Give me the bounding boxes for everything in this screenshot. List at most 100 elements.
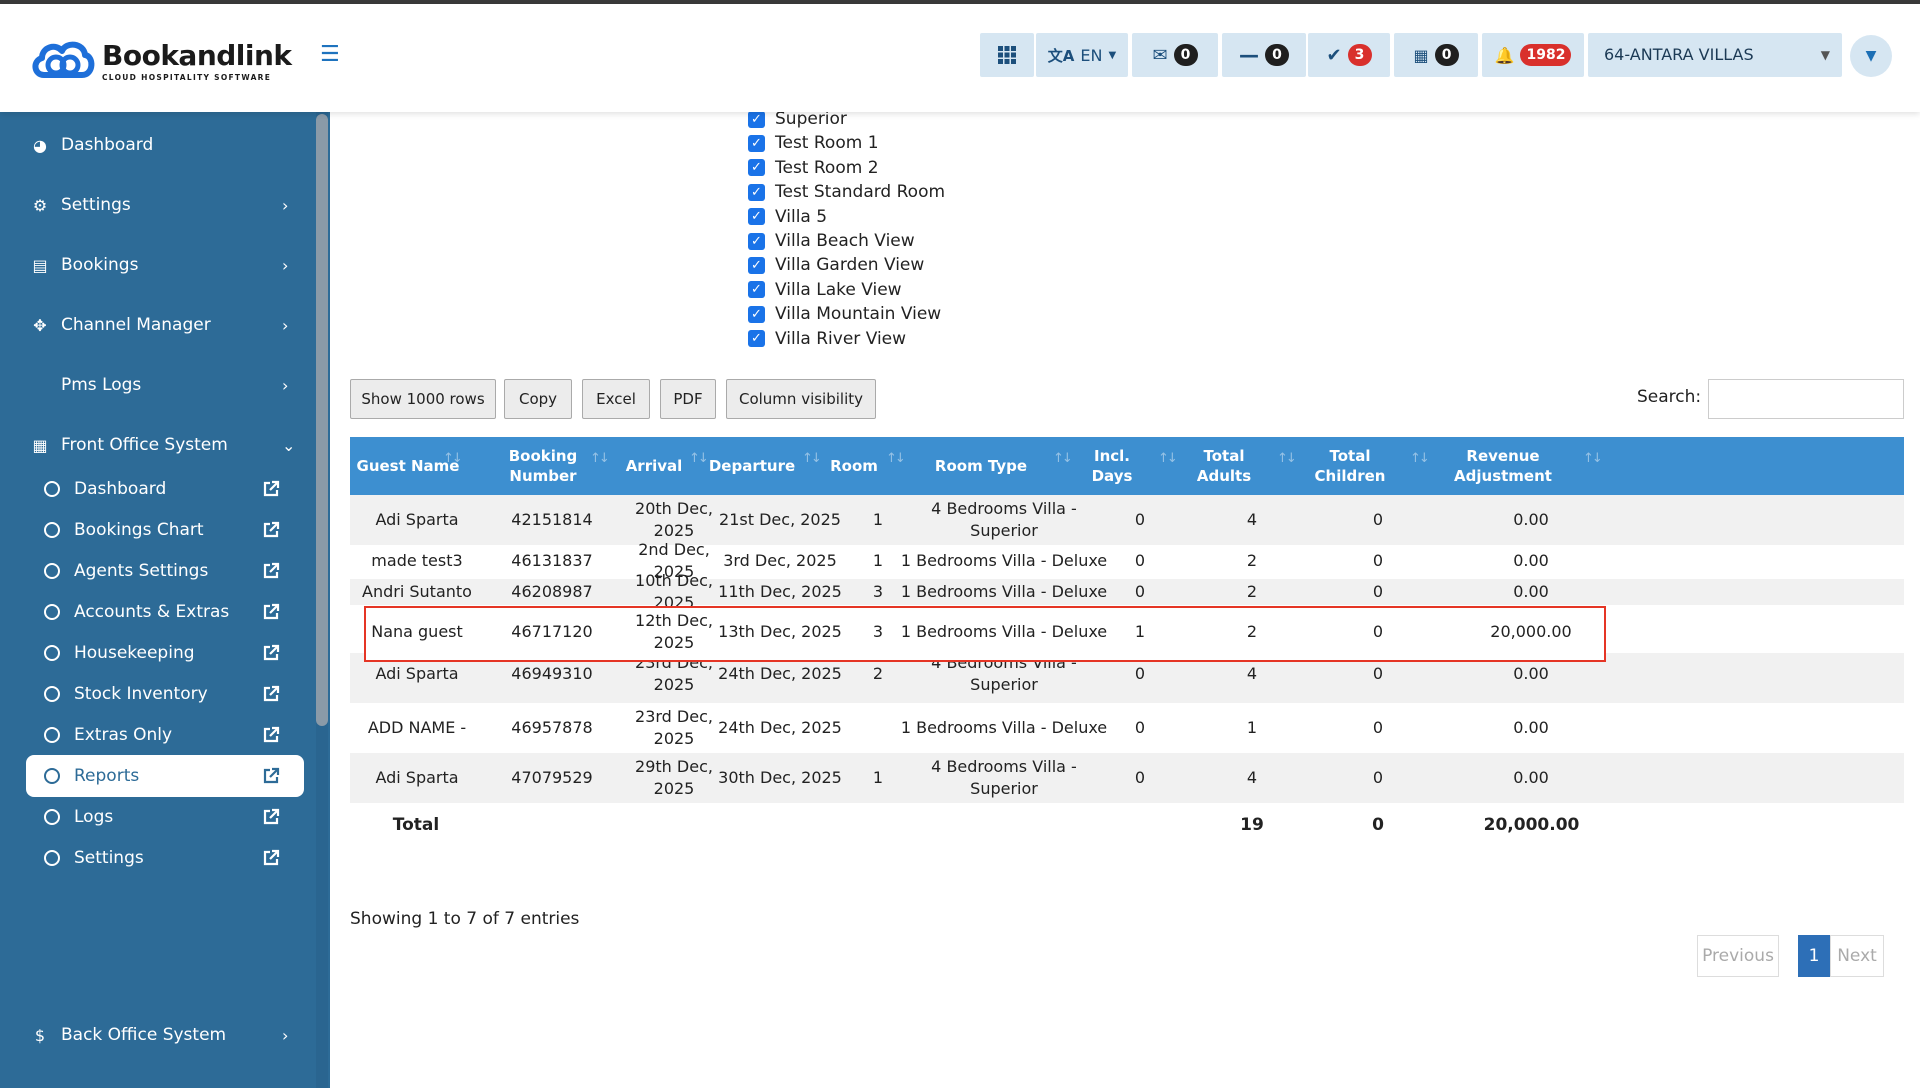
checkbox-checked-icon[interactable]: ✓ bbox=[748, 256, 765, 274]
notifications-button[interactable]: 🔔 1982 bbox=[1482, 33, 1584, 77]
sort-arrows-icon[interactable]: ↑↓ bbox=[1277, 451, 1297, 466]
sidebar-subitem-extras-only[interactable]: Extras Only bbox=[26, 714, 304, 756]
room-type-option[interactable]: ✓ Superior bbox=[748, 108, 847, 130]
checkbox-checked-icon[interactable]: ✓ bbox=[748, 110, 765, 128]
checkbox-checked-icon[interactable]: ✓ bbox=[748, 208, 765, 226]
room-type-option[interactable]: ✓ Test Room 1 bbox=[748, 132, 879, 154]
sort-arrows-icon[interactable]: ↑↓ bbox=[1410, 451, 1430, 466]
sidebar-subitem-bookings-chart[interactable]: Bookings Chart bbox=[26, 509, 304, 551]
apps-grid-button[interactable] bbox=[980, 33, 1034, 77]
table-row[interactable]: Nana guest 46717120 12th Dec, 2025 13th Dec… bbox=[350, 602, 1904, 662]
search-input[interactable] bbox=[1708, 379, 1904, 419]
sidebar-subitem-dashboard[interactable]: Dashboard bbox=[26, 468, 304, 510]
property-select[interactable]: 64-ANTARA VILLAS ▼ bbox=[1588, 33, 1842, 77]
room-type-option[interactable]: ✓ Test Room 2 bbox=[748, 157, 879, 179]
page-1-button[interactable]: 1 bbox=[1798, 935, 1830, 977]
copy-button[interactable]: Copy bbox=[504, 379, 572, 419]
logo[interactable]: Bookandlink CLOUD HOSPITALITY SOFTWARE bbox=[30, 37, 292, 87]
room-type-option[interactable]: ✓ Test Standard Room bbox=[748, 181, 945, 203]
sidebar-subitem-settings[interactable]: Settings bbox=[26, 837, 304, 879]
sidebar-item-front-office-system[interactable]: ▦ Front Office System ⌄ bbox=[0, 420, 310, 470]
sidebar-item-pms-logs[interactable]: Pms Logs › bbox=[0, 360, 310, 410]
column-header-total-children[interactable]: Total Children bbox=[1314, 447, 1386, 485]
table-row[interactable]: Adi Sparta 47079529 29th Dec, 2025 30th Dec… bbox=[350, 753, 1904, 803]
sidebar-item-dashboard[interactable]: ◕ Dashboard bbox=[0, 120, 310, 170]
top-border bbox=[0, 0, 1920, 4]
column-header-total-adults[interactable]: Total Adults bbox=[1196, 447, 1252, 485]
cell-total-adults: 1 bbox=[1246, 718, 1258, 737]
sidebar-subitem-housekeeping[interactable]: Housekeeping bbox=[26, 632, 304, 674]
column-header-guest-name[interactable]: Guest Name bbox=[356, 457, 460, 475]
table-row[interactable]: Adi Sparta 42151814 20th Dec, 2025 21st Dec… bbox=[350, 495, 1904, 545]
table-row[interactable]: Andri Sutanto 46208987 10th Dec, 2025 11th … bbox=[350, 571, 1904, 612]
room-type-option[interactable]: ✓ Villa Mountain View bbox=[748, 303, 941, 325]
circle-icon bbox=[44, 727, 60, 743]
room-type-option[interactable]: ✓ Villa 5 bbox=[748, 206, 827, 228]
table-row[interactable]: ADD NAME - 46957878 23rd Dec, 2025 24th Dec… bbox=[350, 703, 1904, 753]
column-header-room-type[interactable]: Room Type bbox=[934, 457, 1028, 475]
column-header-room[interactable]: Room bbox=[830, 457, 878, 475]
column-header-incl-days[interactable]: Incl. Days bbox=[1091, 447, 1133, 485]
sidebar-subitem-accounts-extras[interactable]: Accounts & Extras bbox=[26, 591, 304, 633]
total-children: 0 bbox=[1372, 815, 1384, 835]
sort-arrows-icon[interactable]: ↑↓ bbox=[443, 451, 463, 466]
cell-revenue-adjustment: 20,000.00 bbox=[1490, 622, 1572, 641]
sort-arrows-icon[interactable]: ↑↓ bbox=[1583, 451, 1603, 466]
room-type-option[interactable]: ✓ Villa River View bbox=[748, 328, 906, 350]
sidebar-subitem-reports[interactable]: Reports bbox=[26, 755, 304, 797]
sidebar-item-channel-manager[interactable]: ✥ Channel Manager › bbox=[0, 300, 310, 350]
minus-button[interactable]: — 0 bbox=[1222, 33, 1306, 77]
messages-button[interactable]: ✉ 0 bbox=[1132, 33, 1218, 77]
sidebar-item-back-office-system[interactable]: $ Back Office System › bbox=[0, 1010, 310, 1060]
column-header-booking-number[interactable]: Booking Number bbox=[508, 447, 578, 485]
show-rows-button[interactable]: Show 1000 rows bbox=[350, 379, 496, 419]
sort-arrows-icon[interactable]: ↑↓ bbox=[1053, 451, 1073, 466]
sidebar-subitem-label: Extras Only bbox=[74, 725, 173, 745]
excel-button[interactable]: Excel bbox=[582, 379, 650, 419]
sidebar-subitem-agents-settings[interactable]: Agents Settings bbox=[26, 550, 304, 592]
checkbox-checked-icon[interactable]: ✓ bbox=[748, 159, 765, 177]
column-header-arrival[interactable]: Arrival bbox=[625, 457, 683, 475]
sidebar-subitem-stock-inventory[interactable]: Stock Inventory bbox=[26, 673, 304, 715]
room-type-option[interactable]: ✓ Villa Beach View bbox=[748, 230, 915, 252]
sidebar-item-bookings[interactable]: ▤ Bookings › bbox=[0, 240, 310, 290]
language-button[interactable]: 文A EN ▼ bbox=[1036, 33, 1128, 77]
check-icon: ✔ bbox=[1326, 44, 1342, 66]
sort-arrows-icon[interactable]: ↑↓ bbox=[802, 451, 822, 466]
calendar-button[interactable]: ▦ 0 bbox=[1394, 33, 1478, 77]
cell-room bbox=[858, 703, 898, 753]
chevron-down-icon: ⌄ bbox=[282, 435, 296, 455]
sort-arrows-icon[interactable]: ↑↓ bbox=[886, 451, 906, 466]
checkbox-checked-icon[interactable]: ✓ bbox=[748, 183, 765, 201]
checkbox-checked-icon[interactable]: ✓ bbox=[748, 232, 765, 250]
column-header-departure[interactable]: Departure bbox=[708, 457, 796, 475]
circle-icon bbox=[44, 604, 60, 620]
previous-page-button[interactable]: Previous bbox=[1697, 935, 1779, 977]
sidebar-item-settings[interactable]: ⚙ Settings › bbox=[0, 180, 310, 230]
sort-arrows-icon[interactable]: ↑↓ bbox=[689, 451, 709, 466]
checkbox-checked-icon[interactable]: ✓ bbox=[748, 281, 765, 299]
cell-total-adults: 2 bbox=[1246, 551, 1258, 570]
sidebar-subitem-logs[interactable]: Logs bbox=[26, 796, 304, 838]
sort-arrows-icon[interactable]: ↑↓ bbox=[590, 451, 610, 466]
room-type-label: Villa 5 bbox=[775, 206, 828, 227]
column-header-revenue-adjustment[interactable]: Revenue Adjustment bbox=[1454, 447, 1552, 485]
cell-room: 1 bbox=[872, 768, 884, 787]
column-visibility-button[interactable]: Column visibility bbox=[726, 379, 876, 419]
sidebar-scrollbar[interactable] bbox=[316, 114, 328, 726]
menu-toggle-icon[interactable]: ☰ bbox=[320, 42, 340, 67]
next-page-button[interactable]: Next bbox=[1830, 935, 1884, 977]
room-type-option[interactable]: ✓ Villa Lake View bbox=[748, 279, 902, 301]
bell-icon: 🔔 bbox=[1494, 45, 1515, 65]
checkbox-checked-icon[interactable]: ✓ bbox=[748, 305, 765, 323]
check-button[interactable]: ✔ 3 bbox=[1308, 33, 1390, 77]
user-menu-button[interactable]: ▼ bbox=[1850, 35, 1892, 77]
checkbox-checked-icon[interactable]: ✓ bbox=[748, 330, 765, 348]
cell-incl-days: 0 bbox=[1134, 718, 1146, 737]
checkbox-checked-icon[interactable]: ✓ bbox=[748, 134, 765, 152]
sort-arrows-icon[interactable]: ↑↓ bbox=[1158, 451, 1178, 466]
sidebar: ◕ Dashboard ⚙ Settings › ▤ Bookings › ✥ … bbox=[0, 112, 330, 1088]
table-row[interactable]: made test3 46131837 2nd Dec, 2025 3rd Dec, … bbox=[350, 540, 1904, 581]
pdf-button[interactable]: PDF bbox=[660, 379, 716, 419]
room-type-option[interactable]: ✓ Villa Garden View bbox=[748, 254, 924, 276]
